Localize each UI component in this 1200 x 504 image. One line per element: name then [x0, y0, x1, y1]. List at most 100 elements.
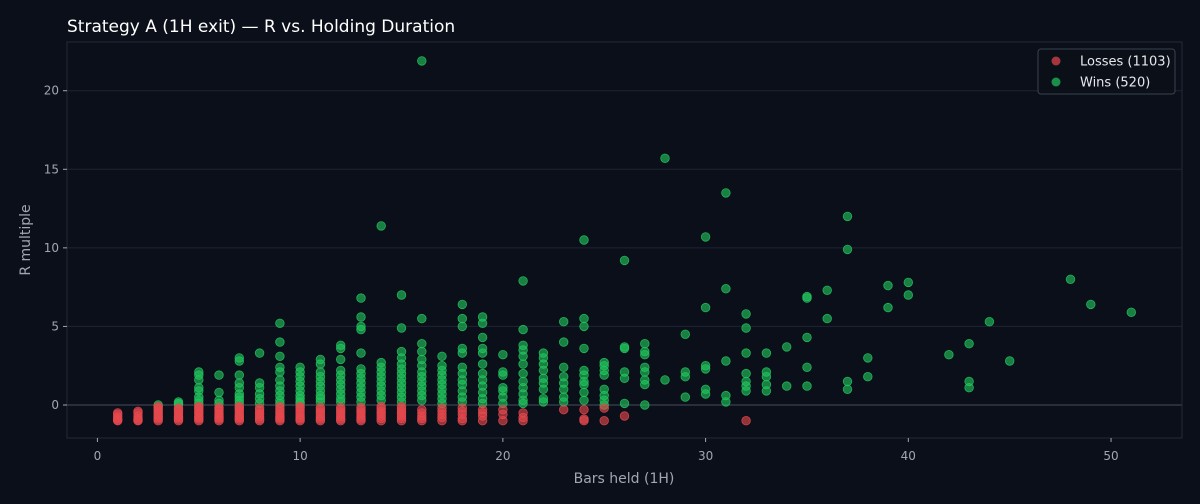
win-point	[579, 343, 589, 354]
win-point	[903, 277, 914, 288]
win-point	[700, 302, 711, 313]
win-point	[417, 395, 427, 406]
win-point	[741, 309, 751, 319]
win-point	[822, 313, 832, 324]
win-point	[498, 350, 508, 360]
loss-point	[599, 416, 609, 426]
legend-wins-label: Wins (520)	[1080, 76, 1150, 91]
win-point	[619, 255, 630, 266]
x-tick-label: 40	[901, 449, 916, 463]
y-axis-label: R multiple	[18, 204, 34, 275]
win-point	[619, 398, 630, 409]
loss-point	[214, 402, 224, 413]
legend: Losses (1103) Wins (520)	[1037, 48, 1176, 95]
win-point	[214, 370, 224, 380]
win-point	[417, 339, 427, 349]
win-point	[700, 389, 711, 399]
win-point	[559, 317, 569, 327]
win-point	[721, 284, 731, 294]
win-point	[863, 372, 873, 382]
win-point	[640, 350, 650, 360]
win-point	[417, 56, 427, 66]
win-point	[984, 317, 995, 327]
loss-point	[741, 416, 751, 426]
loss-point	[295, 401, 305, 412]
loss-point	[477, 405, 488, 415]
win-point	[396, 290, 407, 300]
win-point	[640, 379, 650, 390]
win-point	[214, 387, 224, 398]
win-point	[721, 397, 731, 407]
win-point	[741, 348, 751, 358]
x-tick-label: 30	[698, 449, 713, 463]
win-point	[863, 353, 873, 363]
loss-point	[498, 405, 508, 415]
loss-point	[518, 408, 528, 418]
win-point	[761, 372, 772, 382]
y-tick-label: 10	[44, 241, 59, 255]
y-axis-ticks: 0 5 10 15 20	[44, 84, 67, 412]
win-point	[842, 211, 853, 222]
win-point	[275, 367, 285, 377]
win-point	[518, 351, 528, 362]
win-point	[640, 339, 650, 349]
legend-losses-label: Losses (1103)	[1080, 55, 1171, 70]
loss-point	[153, 401, 163, 412]
win-point	[538, 365, 549, 376]
win-point	[477, 332, 488, 343]
win-point	[579, 387, 589, 398]
win-point	[1086, 299, 1096, 310]
win-point	[741, 368, 751, 379]
win-point	[700, 232, 711, 242]
legend-box	[1037, 48, 1176, 95]
loss-point	[559, 405, 569, 415]
win-point	[457, 348, 468, 358]
win-point	[457, 321, 468, 332]
win-point	[1065, 274, 1076, 285]
win-point	[822, 285, 832, 296]
win-point	[579, 235, 589, 245]
win-point	[538, 384, 549, 395]
y-tick-label: 0	[51, 398, 59, 412]
win-point	[761, 386, 772, 396]
win-point	[802, 293, 812, 303]
win-point	[700, 364, 711, 374]
win-point	[1126, 307, 1137, 318]
win-point	[579, 379, 589, 390]
win-point	[619, 373, 630, 384]
loss-point	[356, 402, 366, 413]
win-point	[518, 359, 528, 369]
x-axis-ticks: 0 10 20 30 40 50	[94, 438, 1119, 463]
win-point	[721, 356, 731, 366]
win-point	[842, 244, 853, 255]
win-point	[883, 302, 893, 313]
win-point	[457, 299, 468, 310]
win-point	[254, 348, 265, 358]
loss-point	[396, 401, 407, 412]
loss-point	[457, 403, 468, 413]
grid	[67, 90, 1182, 327]
win-point	[336, 354, 346, 365]
win-point	[477, 359, 488, 369]
loss-point	[619, 411, 630, 421]
win-point	[559, 384, 569, 395]
win-point	[640, 367, 650, 377]
win-point	[579, 321, 589, 332]
x-tick-label: 10	[292, 449, 307, 463]
loss-point	[437, 403, 447, 413]
win-point	[518, 276, 528, 286]
loss-point	[376, 401, 386, 412]
y-tick-label: 15	[44, 162, 59, 176]
win-point	[660, 153, 670, 164]
loss-point	[234, 401, 245, 412]
win-point	[761, 348, 772, 358]
loss-point	[579, 405, 589, 415]
win-point	[518, 324, 528, 335]
x-tick-label: 0	[94, 449, 102, 463]
win-point	[376, 221, 386, 231]
win-point	[336, 343, 346, 354]
win-point	[437, 351, 447, 362]
win-point	[356, 312, 366, 322]
